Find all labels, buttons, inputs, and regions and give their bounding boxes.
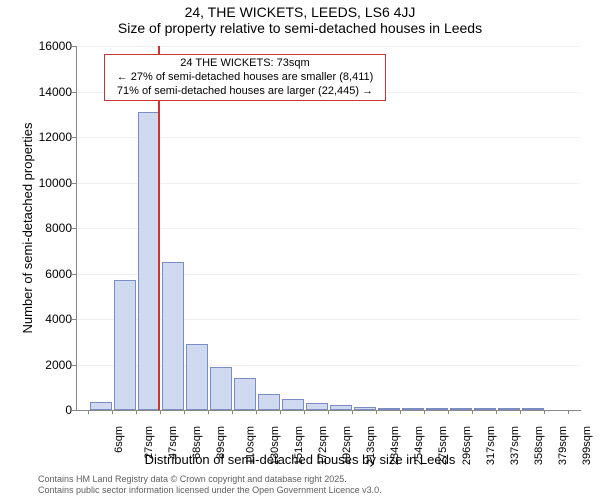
x-tick-mark bbox=[304, 410, 305, 414]
y-tick-label: 16000 bbox=[30, 39, 72, 53]
y-tick-label: 12000 bbox=[30, 130, 72, 144]
x-tick-mark bbox=[232, 410, 233, 414]
x-tick-mark bbox=[424, 410, 425, 414]
x-tick-label: 6sqm bbox=[113, 426, 125, 453]
histogram-bar bbox=[402, 408, 424, 410]
chart-container: 24, THE WICKETS, LEEDS, LS6 4JJ Size of … bbox=[0, 0, 600, 500]
callout-line3: 71% of semi-detached houses are larger (… bbox=[111, 85, 379, 99]
x-tick-mark bbox=[496, 410, 497, 414]
histogram-bar bbox=[114, 280, 136, 410]
histogram-bar bbox=[210, 367, 232, 410]
x-tick-mark bbox=[376, 410, 377, 414]
x-tick-mark bbox=[448, 410, 449, 414]
chart-title-line1: 24, THE WICKETS, LEEDS, LS6 4JJ bbox=[0, 4, 600, 20]
x-tick-mark bbox=[208, 410, 209, 414]
x-tick-mark bbox=[400, 410, 401, 414]
x-tick-mark bbox=[520, 410, 521, 414]
y-tick-label: 8000 bbox=[30, 221, 72, 235]
y-axis-label: Number of semi-detached properties bbox=[20, 123, 35, 334]
histogram-bar bbox=[258, 394, 280, 410]
x-tick-mark bbox=[328, 410, 329, 414]
histogram-bar bbox=[306, 403, 328, 410]
histogram-bar bbox=[474, 408, 496, 410]
histogram-bar bbox=[450, 408, 472, 410]
attribution-footer: Contains HM Land Registry data © Crown c… bbox=[38, 474, 382, 496]
footer-line1: Contains HM Land Registry data © Crown c… bbox=[38, 474, 382, 485]
x-tick-mark bbox=[112, 410, 113, 414]
x-tick-mark bbox=[136, 410, 137, 414]
x-tick-mark bbox=[568, 410, 569, 414]
histogram-bar bbox=[234, 378, 256, 410]
x-tick-mark bbox=[160, 410, 161, 414]
chart-title-block: 24, THE WICKETS, LEEDS, LS6 4JJ Size of … bbox=[0, 4, 600, 36]
histogram-bar bbox=[282, 399, 304, 410]
callout-box: 24 THE WICKETS: 73sqm ← 27% of semi-deta… bbox=[104, 54, 386, 101]
histogram-bar bbox=[426, 408, 448, 410]
y-tick-label: 14000 bbox=[30, 85, 72, 99]
y-tick-label: 6000 bbox=[30, 267, 72, 281]
histogram-bar bbox=[162, 262, 184, 410]
x-tick-mark bbox=[280, 410, 281, 414]
x-tick-mark bbox=[472, 410, 473, 414]
y-tick-label: 10000 bbox=[30, 176, 72, 190]
callout-line2: ← 27% of semi-detached houses are smalle… bbox=[111, 71, 379, 85]
histogram-bar bbox=[90, 402, 112, 410]
y-tick-label: 4000 bbox=[30, 312, 72, 326]
x-axis-label: Distribution of semi-detached houses by … bbox=[0, 452, 600, 467]
y-tick-label: 2000 bbox=[30, 358, 72, 372]
histogram-bar bbox=[378, 408, 400, 410]
chart-title-line2: Size of property relative to semi-detach… bbox=[0, 20, 600, 36]
x-tick-mark bbox=[88, 410, 89, 414]
x-tick-mark bbox=[352, 410, 353, 414]
footer-line2: Contains public sector information licen… bbox=[38, 485, 382, 496]
y-tick-label: 0 bbox=[30, 403, 72, 417]
x-tick-mark bbox=[544, 410, 545, 414]
histogram-bar bbox=[354, 407, 376, 410]
x-tick-mark bbox=[256, 410, 257, 414]
x-tick-mark bbox=[184, 410, 185, 414]
histogram-bar bbox=[186, 344, 208, 410]
histogram-bar bbox=[498, 408, 520, 410]
histogram-bar bbox=[330, 405, 352, 410]
callout-line1: 24 THE WICKETS: 73sqm bbox=[111, 57, 379, 71]
histogram-bar bbox=[522, 408, 544, 410]
